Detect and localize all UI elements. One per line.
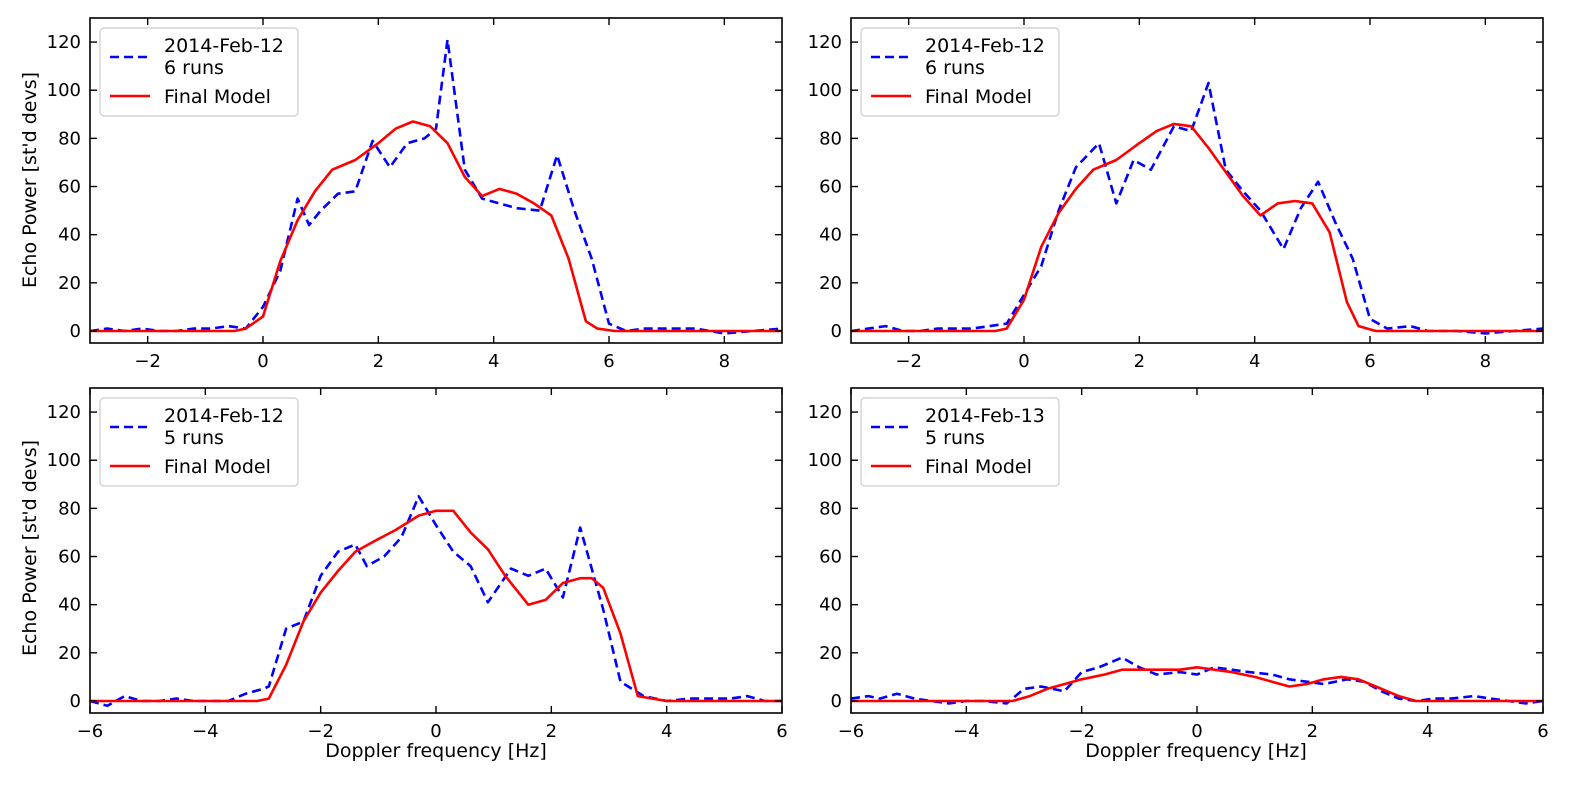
y-tick-label: 100 xyxy=(47,450,81,471)
legend-frame xyxy=(860,27,1060,117)
y-tick-label: 0 xyxy=(70,691,81,712)
y-tick-label: 40 xyxy=(819,595,842,616)
x-tick-label: 6 xyxy=(1537,721,1548,742)
x-tick-label: 6 xyxy=(603,351,614,372)
y-tick-label: 100 xyxy=(47,80,81,101)
x-tick-label: 8 xyxy=(719,351,730,372)
x-tick-label: −6 xyxy=(77,721,104,742)
y-tick-label: 120 xyxy=(47,32,81,53)
legend-observed-date: 2014-Feb-12 xyxy=(925,35,1045,57)
model-line-bottom-left xyxy=(90,509,782,703)
x-tick-label: 2 xyxy=(373,351,384,372)
y-tick-label: 0 xyxy=(70,321,81,342)
y-tick-label: 100 xyxy=(808,80,842,101)
ylabel-bottom: Echo Power [st'd devs] xyxy=(19,440,41,656)
y-tick-label: 20 xyxy=(819,273,842,294)
x-tick-label: 2 xyxy=(1307,721,1318,742)
legend-bottom-left: 2014-Feb-125 runs Final Model xyxy=(99,397,299,487)
y-tick-label: 80 xyxy=(819,128,842,149)
legend-top-left: 2014-Feb-126 runs Final Model xyxy=(99,27,299,117)
y-tick-label: 60 xyxy=(819,547,842,568)
x-tick-label: 0 xyxy=(430,721,441,742)
x-tick-label: 0 xyxy=(1018,351,1029,372)
legend-model-label: Final Model xyxy=(925,86,1032,108)
y-tick-label: 40 xyxy=(58,595,81,616)
observed-line-bottom-left xyxy=(90,494,782,708)
legend-model-label: Final Model xyxy=(164,456,271,478)
y-tick-label: 80 xyxy=(58,128,81,149)
x-tick-label: −2 xyxy=(134,351,161,372)
legend-observed-date: 2014-Feb-13 xyxy=(925,405,1045,427)
x-tick-label: −6 xyxy=(838,721,865,742)
legend-observed-runs: 6 runs xyxy=(925,57,985,79)
y-tick-label: 20 xyxy=(819,643,842,664)
x-tick-label: −2 xyxy=(307,721,334,742)
x-tick-label: 2 xyxy=(546,721,557,742)
y-tick-label: 60 xyxy=(58,177,81,198)
legend-top-right: 2014-Feb-126 runs Final Model xyxy=(860,27,1060,117)
y-tick-label: 80 xyxy=(58,498,81,519)
x-tick-label: −2 xyxy=(1068,721,1095,742)
x-tick-label: 6 xyxy=(1364,351,1375,372)
y-tick-label: 120 xyxy=(47,402,81,423)
observed-line-top-right xyxy=(851,81,1543,335)
legend-observed-date: 2014-Feb-12 xyxy=(164,405,284,427)
y-tick-label: 40 xyxy=(58,225,81,246)
x-tick-label: 4 xyxy=(661,721,672,742)
x-tick-label: 0 xyxy=(257,351,268,372)
legend-observed-runs: 5 runs xyxy=(164,427,224,449)
x-tick-label: −4 xyxy=(953,721,980,742)
legend-observed-runs: 5 runs xyxy=(925,427,985,449)
x-tick-label: 6 xyxy=(776,721,787,742)
y-tick-label: 120 xyxy=(808,32,842,53)
x-tick-label: 8 xyxy=(1480,351,1491,372)
observed-line-bottom-right xyxy=(851,656,1543,705)
y-tick-label: 100 xyxy=(808,450,842,471)
y-tick-label: 40 xyxy=(819,225,842,246)
x-tick-label: 4 xyxy=(1422,721,1433,742)
legend-model-label: Final Model xyxy=(925,456,1032,478)
legend-frame xyxy=(99,397,299,487)
observed-line-top-left xyxy=(90,38,782,335)
axes-frame-top-right xyxy=(850,17,1544,344)
y-tick-label: 80 xyxy=(819,498,842,519)
ylabel-top: Echo Power [st'd devs] xyxy=(19,72,41,288)
y-tick-label: 60 xyxy=(819,177,842,198)
legend-bottom-right: 2014-Feb-135 runs Final Model xyxy=(860,397,1060,487)
model-line-bottom-right xyxy=(851,665,1543,703)
y-tick-label: 20 xyxy=(58,273,81,294)
y-tick-label: 0 xyxy=(831,321,842,342)
y-tick-label: 120 xyxy=(808,402,842,423)
legend-model-label: Final Model xyxy=(164,86,271,108)
y-tick-label: 20 xyxy=(58,643,81,664)
axes-frame-top-left xyxy=(89,17,783,344)
y-tick-label: 60 xyxy=(58,547,81,568)
model-line-top-right xyxy=(851,122,1543,333)
legend-observed-date: 2014-Feb-12 xyxy=(164,35,284,57)
x-tick-label: −4 xyxy=(192,721,219,742)
y-tick-label: 0 xyxy=(831,691,842,712)
model-line-top-left xyxy=(90,120,782,333)
x-tick-label: 4 xyxy=(1249,351,1260,372)
xlabel-bottom-right: Doppler frequency [Hz] xyxy=(1085,740,1307,762)
x-tick-label: 2 xyxy=(1134,351,1145,372)
x-tick-label: 0 xyxy=(1191,721,1202,742)
legend-frame xyxy=(860,397,1060,487)
legend-frame xyxy=(99,27,299,117)
x-tick-label: −2 xyxy=(895,351,922,372)
x-tick-label: 4 xyxy=(488,351,499,372)
xlabel-bottom-left: Doppler frequency [Hz] xyxy=(325,740,547,762)
legend-observed-runs: 6 runs xyxy=(164,57,224,79)
